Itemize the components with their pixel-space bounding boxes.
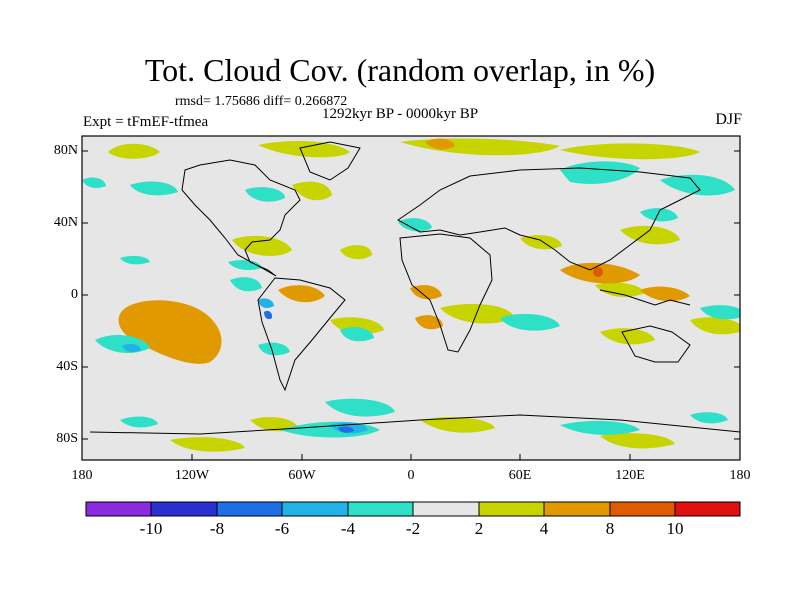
- lon-label-60w: 60W: [288, 468, 316, 483]
- colorbar-label: -2: [405, 519, 421, 538]
- colorbar-segment: [216, 501, 283, 517]
- colorbar-label: -8: [209, 519, 225, 538]
- lat-label-0: 0: [71, 287, 78, 302]
- colorbar-segment: [150, 501, 218, 517]
- colorbar-label: 2: [474, 519, 484, 538]
- lon-label-180w: 180: [71, 468, 93, 483]
- coastlines: [89, 141, 740, 435]
- colorbar-label: 4: [539, 519, 549, 538]
- lat-label-40n: 40N: [53, 215, 78, 230]
- season-label: DJF: [715, 111, 742, 128]
- colorbar: [85, 501, 741, 517]
- axis-ticks: [81, 150, 741, 460]
- negative-anomaly-minus4to2: [82, 161, 740, 438]
- colorbar-segment: [543, 501, 611, 517]
- colorbar-segment: [609, 501, 676, 517]
- map-background: [82, 136, 740, 460]
- colorbar-label: -10: [139, 519, 163, 538]
- lat-label-40s: 40S: [56, 359, 78, 374]
- time-period-label: 1292kyr BP - 0000kyr BP: [322, 106, 479, 122]
- colorbar-segment: [478, 501, 545, 517]
- rmsd-diff-stats: rmsd= 1.75686 diff= 0.266872: [175, 94, 348, 109]
- colorbar-label: 10: [666, 519, 684, 538]
- positive-anomaly-4to8: [118, 138, 690, 364]
- positive-anomaly-2to4: [108, 138, 740, 452]
- lon-label-120w: 120W: [174, 468, 210, 483]
- colorbar-label: -4: [340, 519, 356, 538]
- plot-title: Tot. Cloud Cov. (random overlap, in %): [144, 52, 656, 88]
- lon-label-120e: 120E: [615, 468, 645, 483]
- colorbar-label: -6: [274, 519, 290, 538]
- lon-label-180e: 180: [729, 468, 751, 483]
- lat-label-80n: 80N: [53, 143, 78, 158]
- experiment-label: Expt = tFmEF-tfmea: [83, 114, 209, 130]
- negative-anomaly-minus8to6: [264, 310, 354, 433]
- colorbar-segment: [281, 501, 349, 517]
- colorbar-segment: [412, 501, 480, 517]
- colorbar-segment: [347, 501, 414, 517]
- lon-label-0: 0: [407, 468, 415, 483]
- colorbar-segment: [674, 501, 741, 517]
- lat-label-80s: 80S: [56, 431, 78, 446]
- colorbar-label: 8: [605, 519, 615, 538]
- anomaly-fields: [82, 138, 740, 452]
- positive-anomaly-8to10: [593, 267, 603, 277]
- colorbar-segment: [85, 501, 152, 517]
- lon-label-60e: 60E: [508, 468, 532, 483]
